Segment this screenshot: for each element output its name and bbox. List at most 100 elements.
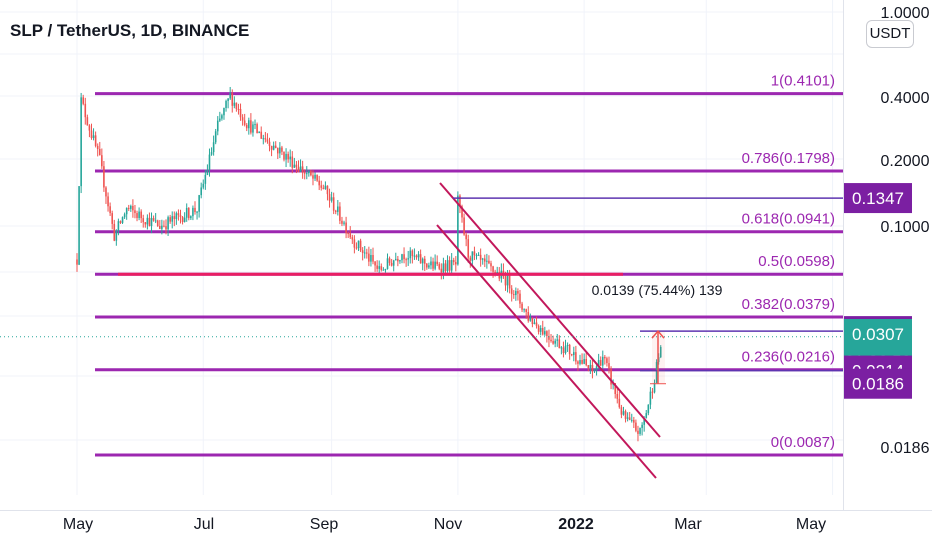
price-label-value: 0.0307 bbox=[852, 325, 904, 344]
candle-body bbox=[556, 339, 559, 341]
candle-body bbox=[552, 341, 554, 344]
candle-body bbox=[587, 365, 590, 369]
candle-body bbox=[159, 226, 161, 229]
candle-body bbox=[202, 183, 205, 188]
candle-body bbox=[90, 130, 93, 139]
candle-body bbox=[452, 260, 455, 263]
candle-body bbox=[134, 210, 136, 214]
candle-body bbox=[409, 250, 412, 259]
candle-body bbox=[444, 263, 447, 271]
candle-body bbox=[343, 222, 345, 224]
candle-body bbox=[117, 221, 120, 231]
candle-body bbox=[310, 170, 312, 176]
candle-body bbox=[272, 145, 275, 150]
candle-body bbox=[434, 261, 436, 269]
candle-body bbox=[388, 258, 391, 263]
fibonacci-retracement: 1(0.4101) 0.786(0.1798) 0.618(0.0941) 0.5(0… bbox=[95, 73, 843, 457]
candle-body bbox=[312, 175, 314, 179]
candle-body bbox=[276, 148, 279, 154]
candle-body bbox=[330, 197, 333, 201]
price-tick-label: 0.1000 bbox=[881, 219, 930, 236]
candle-body bbox=[488, 260, 490, 264]
candle-body bbox=[314, 174, 316, 179]
candle-body bbox=[450, 260, 453, 271]
candle-body bbox=[575, 352, 577, 362]
currency-unit-button[interactable]: USDT bbox=[866, 20, 914, 48]
candle-body bbox=[223, 108, 225, 116]
candle-body bbox=[401, 254, 403, 261]
candle-body bbox=[589, 364, 592, 369]
candle-body bbox=[620, 407, 623, 415]
fib-level-label: 0.236(0.0216) bbox=[742, 349, 835, 366]
price-tick-label: 0.4000 bbox=[881, 90, 930, 107]
candle-body bbox=[380, 266, 383, 270]
candle-body bbox=[467, 239, 470, 258]
candle-body bbox=[248, 120, 250, 129]
candle-body bbox=[301, 166, 304, 173]
axes: 1.0000 0.4000 0.2000 0.1000 0.0186 May Jul Sep N… bbox=[0, 0, 932, 533]
candle-body bbox=[405, 259, 407, 261]
candle-body bbox=[167, 217, 169, 230]
candle-body bbox=[374, 261, 376, 266]
candle-body bbox=[610, 368, 612, 385]
candle-body bbox=[635, 422, 637, 431]
candle-body bbox=[262, 138, 265, 140]
candle-body bbox=[326, 185, 329, 195]
candle-body bbox=[419, 254, 422, 264]
symbol-title: SLP / TetherUS, 1D, BINANCE bbox=[10, 21, 250, 40]
candle-body bbox=[504, 276, 507, 286]
candle-body bbox=[196, 211, 198, 213]
candle-body bbox=[533, 322, 536, 325]
candle-body bbox=[397, 258, 399, 262]
candle-body bbox=[225, 100, 227, 109]
candle-body bbox=[539, 328, 542, 332]
candle-body bbox=[523, 309, 525, 311]
candle-body bbox=[608, 363, 610, 369]
candle-body bbox=[297, 167, 300, 172]
candle-body bbox=[136, 213, 138, 218]
candle-body bbox=[285, 153, 287, 160]
candle-body bbox=[94, 135, 97, 146]
candle-body bbox=[626, 417, 629, 419]
grid bbox=[0, 0, 843, 495]
candle-body bbox=[200, 187, 202, 196]
price-tick-label: 0.2000 bbox=[881, 153, 930, 170]
candle-body bbox=[361, 250, 364, 253]
candle-body bbox=[481, 258, 484, 260]
candle-body bbox=[206, 169, 209, 175]
price-label-value: 0.0186 bbox=[852, 375, 904, 394]
candle-body bbox=[477, 254, 480, 256]
candle-body bbox=[239, 108, 242, 118]
candle-body bbox=[432, 261, 434, 269]
candle-body bbox=[463, 217, 465, 235]
candle-body bbox=[107, 196, 109, 207]
candle-body bbox=[334, 210, 337, 212]
candle-body bbox=[237, 108, 240, 110]
candle-body bbox=[268, 141, 271, 147]
candle-body bbox=[140, 211, 142, 219]
candle-body bbox=[465, 234, 467, 240]
candle-body bbox=[519, 293, 521, 304]
fib-level-label: 0.618(0.0941) bbox=[742, 211, 835, 228]
candle-body bbox=[183, 217, 186, 222]
candle-body bbox=[308, 170, 310, 174]
candle-body bbox=[585, 359, 588, 366]
candle-body bbox=[415, 255, 418, 258]
candle-body bbox=[355, 247, 358, 249]
candle-body bbox=[541, 328, 544, 335]
time-tick-label: May bbox=[796, 516, 826, 533]
candle-body bbox=[245, 124, 248, 129]
candle-body bbox=[562, 347, 565, 354]
fib-level-label: 1(0.4101) bbox=[771, 73, 835, 90]
fib-level-label: 0.5(0.0598) bbox=[758, 253, 835, 270]
candle-body bbox=[105, 187, 107, 197]
candle-body bbox=[659, 347, 662, 358]
candle-body bbox=[527, 312, 530, 321]
candle-body bbox=[127, 207, 130, 209]
candle-body bbox=[430, 261, 432, 266]
candle-body bbox=[181, 217, 184, 222]
candle-body bbox=[125, 207, 128, 215]
candle-body bbox=[274, 145, 277, 149]
